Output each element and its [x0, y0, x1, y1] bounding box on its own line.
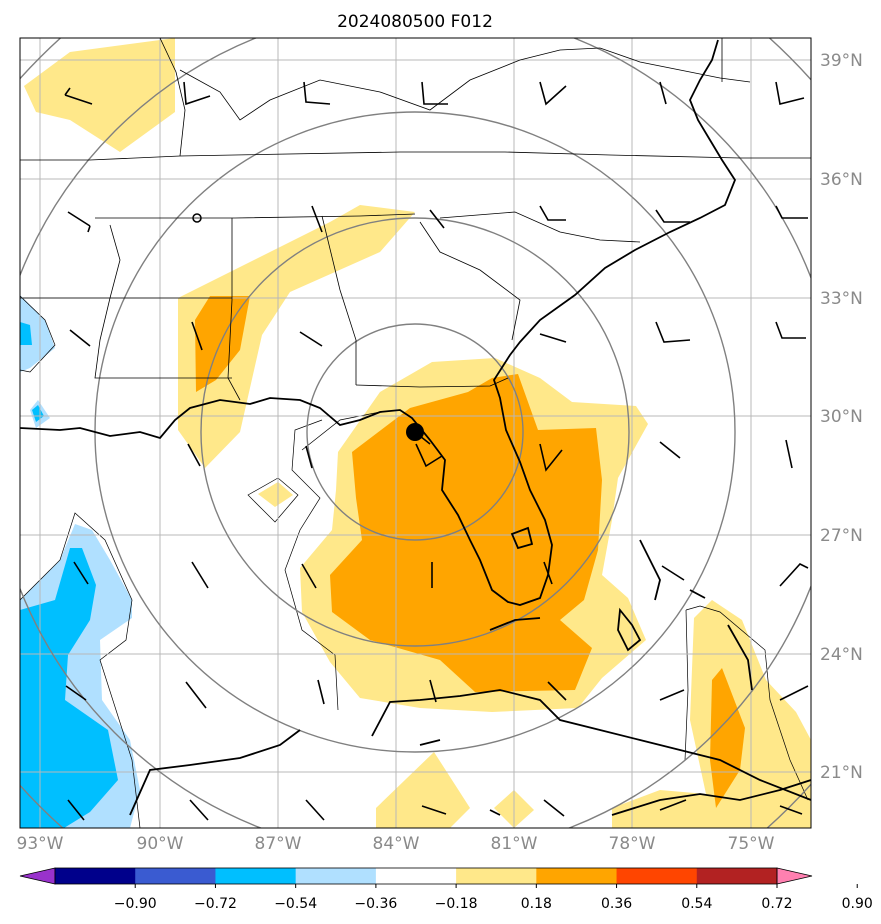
contour-lines — [20, 295, 809, 828]
colorbar-tick-label: 0.54 — [681, 896, 712, 912]
colorbar-tick-label: 0.90 — [842, 896, 873, 912]
station-marker — [192, 213, 202, 223]
lon-label: 84°W — [373, 834, 420, 854]
chart-title: 2024080500 F012 — [337, 12, 493, 32]
colorbar-segment — [55, 868, 136, 884]
colorbar-segment — [616, 868, 698, 884]
lat-label: 33°N — [820, 289, 863, 309]
lon-label: 81°W — [491, 834, 538, 854]
colorbar-segment — [295, 868, 377, 884]
lat-label: 21°N — [820, 763, 863, 783]
map-frame — [19, 37, 812, 829]
lat-label: 24°N — [820, 645, 863, 665]
colorbar-frame — [54, 867, 778, 885]
lat-label: 39°N — [820, 51, 863, 71]
lat-label: 30°N — [820, 407, 863, 427]
colorbar-tick-label: 0.72 — [761, 896, 792, 912]
lon-label: 78°W — [609, 834, 656, 854]
colorbar-segment — [375, 868, 457, 884]
colorbar-tick-label: −0.18 — [435, 896, 478, 912]
lat-label: 36°N — [820, 170, 863, 190]
colorbar-segment — [456, 868, 537, 884]
colorbar-tick-label: −0.54 — [274, 896, 317, 912]
storm-center-marker — [406, 423, 424, 441]
coastlines — [20, 39, 811, 816]
lat-label: 27°N — [820, 526, 863, 546]
colorbar-segment — [536, 868, 618, 884]
lon-label: 93°W — [17, 834, 64, 854]
longitude-labels: 93°W 90°W 87°W 84°W 81°W 78°W 75°W — [17, 834, 775, 854]
lon-label: 87°W — [255, 834, 302, 854]
colorbar-extend-high — [776, 867, 813, 885]
colorbar-tick-label: 0.18 — [521, 896, 552, 912]
colorbar-tick-label: 0.36 — [601, 896, 632, 912]
colorbar-tick-label: −0.72 — [194, 896, 237, 912]
negative-anomaly-blue — [20, 322, 118, 828]
colorbar-segment — [215, 868, 297, 884]
colorbar-ticks: −0.90 −0.72 −0.54 −0.36 −0.18 0.18 0.36 0.54 0.7… — [114, 884, 873, 912]
lon-label: 75°W — [728, 834, 775, 854]
graticule — [20, 38, 811, 828]
colorbar-tick-label: −0.36 — [354, 896, 397, 912]
wind-barbs — [64, 81, 809, 821]
colorbar-tick-label: −0.90 — [114, 896, 157, 912]
colorbar — [19, 867, 813, 885]
latitude-labels: 39°N 36°N 33°N 30°N 27°N 24°N 21°N — [820, 51, 863, 783]
state-borders — [20, 38, 811, 401]
lon-label: 90°W — [137, 834, 184, 854]
colorbar-extend-low — [19, 867, 56, 885]
colorbar-segment — [135, 868, 216, 884]
colorbar-segment — [696, 868, 778, 884]
